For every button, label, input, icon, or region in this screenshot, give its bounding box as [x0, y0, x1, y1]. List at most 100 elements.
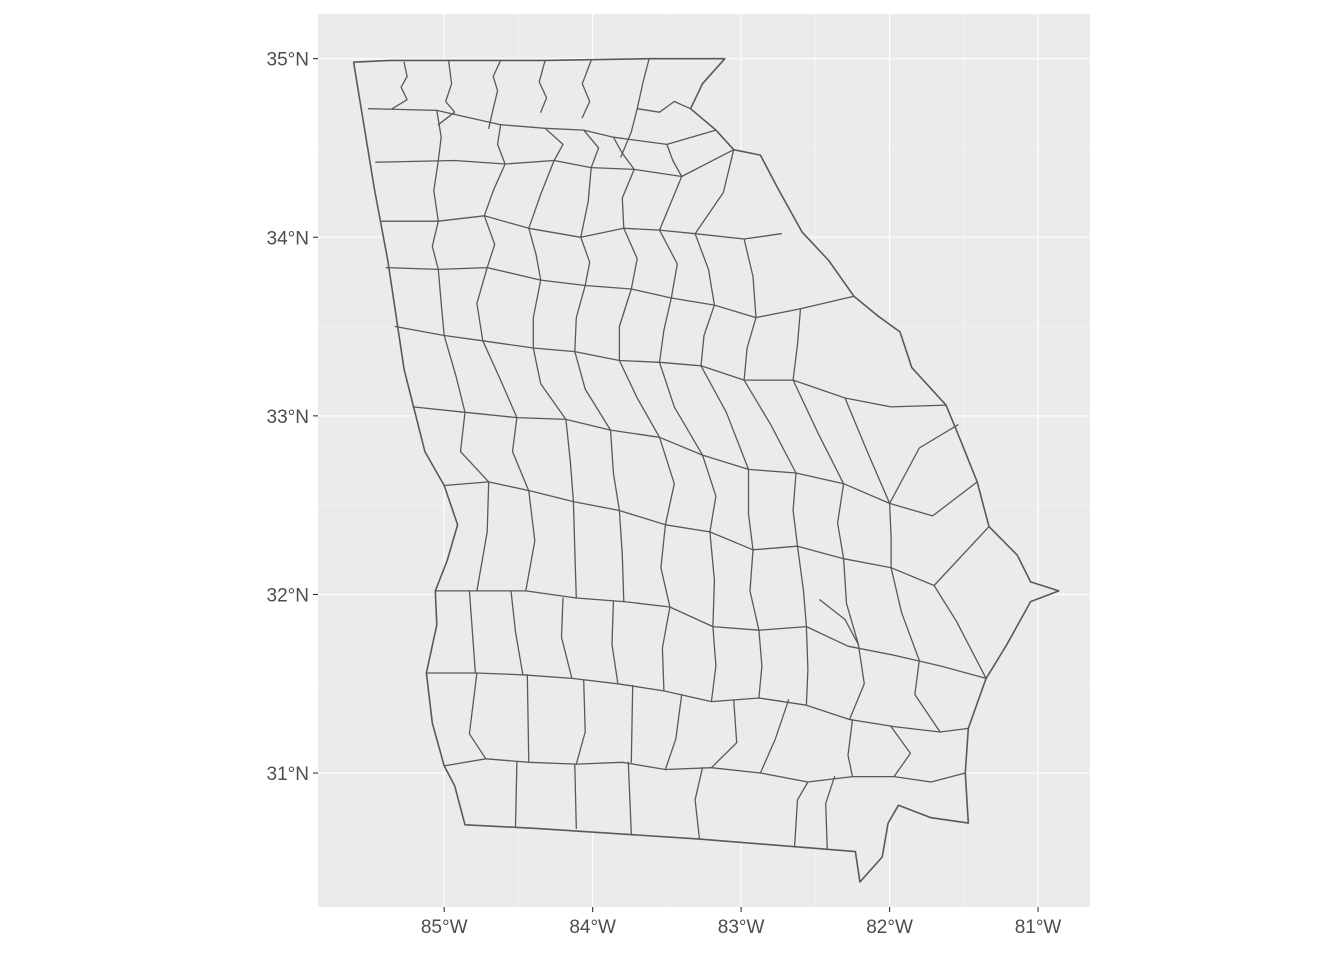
- county-boundary: [510, 590, 524, 676]
- county-boundary: [694, 149, 735, 235]
- county-boundary: [658, 361, 704, 456]
- county-boundary: [664, 693, 683, 771]
- county-boundary: [743, 316, 757, 381]
- county-boundary: [483, 215, 496, 269]
- county-boundary: [611, 600, 619, 685]
- county-boundary: [575, 679, 586, 765]
- county-boundary: [694, 767, 704, 840]
- county-boundary: [526, 674, 530, 763]
- y-tick-label: 31°N: [267, 764, 309, 785]
- x-axis: 85°W 84°W 83°W 82°W 81°W: [421, 907, 1062, 938]
- county-boundary: [710, 625, 717, 703]
- x-tick-label: 82°W: [866, 917, 913, 938]
- x-tick-label: 85°W: [421, 917, 468, 938]
- county-boundary: [468, 590, 477, 674]
- county-boundary: [514, 761, 518, 828]
- county-boundary: [580, 166, 592, 238]
- county-boundary: [747, 468, 754, 551]
- county-boundary: [819, 599, 860, 646]
- county-boundary: [433, 159, 439, 222]
- county-boundary: [709, 531, 716, 628]
- county-boundary: [848, 643, 865, 721]
- county-boundary: [532, 279, 542, 349]
- county-boundary: [528, 227, 542, 281]
- county-layer: [352, 57, 1060, 883]
- county-boundary: [459, 411, 490, 483]
- county-boundary: [618, 509, 625, 603]
- county-boundary: [890, 725, 912, 778]
- county-boundary: [391, 61, 408, 110]
- county-boundary: [496, 124, 506, 165]
- county-boundary: [532, 347, 567, 421]
- county-boundary: [627, 761, 632, 835]
- county-boundary: [836, 483, 845, 560]
- county-boundary: [888, 502, 892, 569]
- county-boundary: [793, 781, 809, 847]
- county-boundary: [743, 238, 757, 319]
- county-boundary: [658, 175, 683, 231]
- county-boundary: [367, 108, 717, 146]
- county-boundary: [580, 236, 591, 287]
- x-tick-label: 83°W: [718, 917, 765, 938]
- county-boundary: [825, 775, 836, 849]
- county-boundary: [528, 159, 555, 229]
- county-boundary: [844, 397, 891, 505]
- county-boundary: [443, 334, 466, 413]
- county-boundary: [560, 597, 573, 680]
- county-boundary: [805, 625, 809, 706]
- county-boundary: [710, 699, 738, 769]
- county-boundary: [796, 545, 808, 628]
- county-boundary: [890, 567, 920, 662]
- county-boundary: [933, 584, 987, 680]
- county-boundary: [792, 308, 802, 381]
- county-boundary: [888, 424, 959, 505]
- county-boundary: [482, 340, 518, 419]
- county-boundary: [792, 472, 799, 547]
- county-boundary: [511, 416, 530, 492]
- county-boundary: [618, 359, 661, 438]
- county-boundary: [574, 350, 612, 431]
- y-tick-label: 32°N: [267, 585, 309, 606]
- county-boundary: [914, 659, 941, 733]
- county-boundary: [544, 127, 564, 162]
- county-boundary: [660, 524, 671, 608]
- county-boundary: [483, 163, 506, 217]
- county-boundary: [381, 215, 782, 240]
- county-boundary: [574, 284, 586, 353]
- county-boundary: [621, 168, 635, 229]
- county-boundary: [623, 227, 638, 290]
- county-boundary: [437, 59, 456, 126]
- county-boundary: [476, 481, 490, 592]
- y-axis: 35°N 34°N 33°N 32°N 31°N: [267, 50, 318, 785]
- y-tick-label: 35°N: [267, 50, 309, 71]
- county-boundary: [437, 268, 445, 337]
- county-boundary: [581, 59, 592, 119]
- county-boundary: [468, 672, 487, 760]
- county-boundary: [666, 143, 683, 178]
- county-boundary: [583, 129, 600, 169]
- county-boundary: [749, 549, 760, 631]
- county-boundary: [572, 500, 577, 599]
- county-boundary: [375, 149, 735, 178]
- county-boundary: [759, 699, 790, 774]
- county-boundary: [658, 436, 675, 526]
- y-tick-label: 34°N: [267, 228, 309, 249]
- county-boundary: [792, 379, 845, 485]
- x-tick-label: 81°W: [1015, 917, 1062, 938]
- county-boundary: [701, 454, 717, 533]
- county-boundary: [758, 629, 763, 699]
- county-boundary: [743, 379, 797, 474]
- county-boundary: [431, 220, 439, 271]
- county-boundary: [538, 59, 548, 113]
- county-boundary: [609, 429, 621, 512]
- county-boundary: [618, 288, 632, 362]
- county-boundary: [694, 233, 716, 306]
- county-boundary: [661, 606, 671, 692]
- county-boundary: [525, 490, 536, 592]
- county-boundary: [565, 418, 575, 503]
- county-boundary: [612, 136, 635, 171]
- county-boundary: [630, 684, 634, 763]
- county-boundary: [658, 297, 672, 363]
- county-boundary: [476, 266, 488, 342]
